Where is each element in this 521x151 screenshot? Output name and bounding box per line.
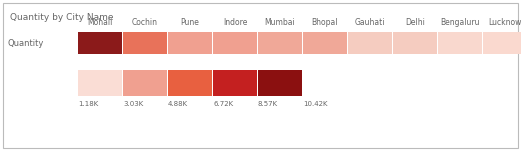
Text: Pune: Pune xyxy=(181,18,200,27)
Bar xyxy=(123,32,167,54)
Text: Bengaluru: Bengaluru xyxy=(440,18,480,27)
Text: 1.18K: 1.18K xyxy=(78,101,98,107)
Bar xyxy=(213,32,257,54)
Text: Gauhati: Gauhati xyxy=(355,18,385,27)
Text: Mumbai: Mumbai xyxy=(265,18,295,27)
Bar xyxy=(393,32,437,54)
Bar xyxy=(303,32,347,54)
Text: Delhi: Delhi xyxy=(405,18,425,27)
Text: Quantity: Quantity xyxy=(8,39,44,48)
Text: Quantity by City Name: Quantity by City Name xyxy=(10,13,114,22)
Bar xyxy=(438,32,482,54)
Text: Mohali: Mohali xyxy=(88,18,113,27)
Bar xyxy=(258,70,302,96)
Bar xyxy=(258,32,302,54)
Text: 6.72K: 6.72K xyxy=(213,101,233,107)
Bar xyxy=(168,70,212,96)
Text: 8.57K: 8.57K xyxy=(258,101,278,107)
Bar xyxy=(348,32,392,54)
Text: 4.88K: 4.88K xyxy=(168,101,188,107)
Bar xyxy=(123,70,167,96)
Bar xyxy=(78,70,122,96)
Text: 10.42K: 10.42K xyxy=(303,101,328,107)
Bar xyxy=(213,70,257,96)
Bar xyxy=(483,32,521,54)
Text: Lucknow: Lucknow xyxy=(488,18,521,27)
Text: Indore: Indore xyxy=(223,18,247,27)
Text: 3.03K: 3.03K xyxy=(123,101,143,107)
Bar xyxy=(168,32,212,54)
Text: Bhopal: Bhopal xyxy=(312,18,338,27)
Text: Cochin: Cochin xyxy=(132,18,158,27)
Bar xyxy=(78,32,122,54)
